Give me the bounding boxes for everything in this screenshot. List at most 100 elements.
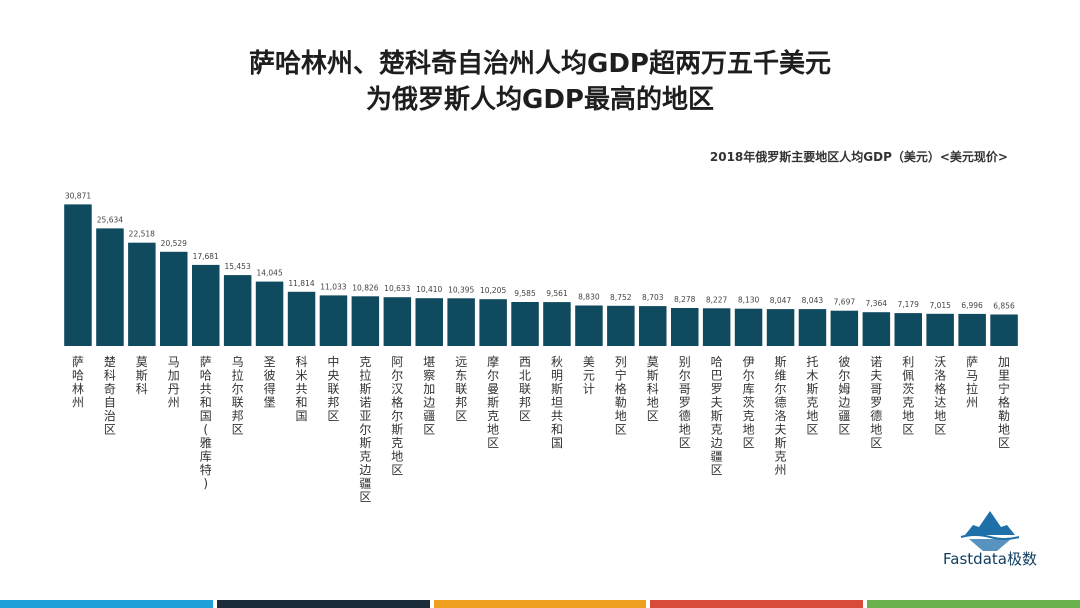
category-label: 马加丹州 <box>168 355 180 410</box>
category-label: 中央联邦区 <box>327 354 339 423</box>
bar <box>798 309 827 346</box>
bar <box>351 296 380 346</box>
page-title: 萨哈林州、楚科奇自治州人均GDP超两万五千美元 为俄罗斯人均GDP最高的地区 <box>0 46 1080 118</box>
bar <box>702 308 731 346</box>
bar <box>926 313 954 346</box>
bar <box>319 295 348 346</box>
data-label: 10,633 <box>384 284 410 293</box>
data-label: 7,015 <box>929 301 951 310</box>
category-label: 斯维尔德洛夫斯克州 <box>774 355 786 477</box>
iceberg-logo-icon <box>960 511 1020 551</box>
category-label: 楚科奇自治区 <box>104 355 116 437</box>
category-label: 托木斯克地区 <box>806 355 818 437</box>
data-label: 7,179 <box>897 300 919 309</box>
category-label: 莫斯科 <box>136 355 148 396</box>
title-line-2: 为俄罗斯人均GDP最高的地区 <box>366 85 714 115</box>
data-label: 15,453 <box>224 262 250 271</box>
bar <box>862 312 891 346</box>
data-label: 10,395 <box>448 285 474 294</box>
data-label: 20,529 <box>161 239 187 248</box>
bar <box>958 313 986 346</box>
data-label: 8,278 <box>674 295 696 304</box>
data-label: 30,871 <box>65 191 91 200</box>
bar <box>671 308 699 346</box>
data-label: 14,045 <box>256 269 282 278</box>
category-label: 诺夫哥罗德地区 <box>870 355 882 450</box>
data-label: 25,634 <box>97 215 123 224</box>
chart-title: 2018年俄罗斯主要地区人均GDP（美元）<美元现价> <box>709 150 1008 164</box>
data-label: 8,227 <box>706 295 728 304</box>
category-label: 莫斯科地区 <box>647 355 659 423</box>
category-label: 西北联邦区 <box>519 355 531 423</box>
data-label: 8,830 <box>578 293 600 302</box>
bar <box>64 204 92 346</box>
bar <box>128 242 156 346</box>
data-label: 8,752 <box>610 293 632 302</box>
category-label: 利佩茨克地区 <box>902 355 914 437</box>
data-label: 6,996 <box>961 301 983 310</box>
category-label: 萨哈共和国(雅库特) <box>200 355 212 491</box>
bar <box>255 281 284 346</box>
data-label: 9,561 <box>546 289 568 298</box>
data-label: 11,814 <box>288 279 314 288</box>
bar <box>415 298 443 346</box>
data-label: 8,047 <box>770 296 792 305</box>
data-label: 17,681 <box>193 252 219 261</box>
category-label: 彼尔姆边疆区 <box>838 355 850 437</box>
bar <box>287 291 316 346</box>
bar <box>543 302 571 346</box>
strip-segment <box>650 600 864 608</box>
category-label: 圣彼得堡 <box>264 355 276 410</box>
bottom-color-strip <box>0 600 1080 608</box>
bar <box>447 298 475 346</box>
bar <box>607 305 635 346</box>
category-label: 别尔哥罗德地区 <box>679 355 691 450</box>
data-label: 7,364 <box>866 299 888 308</box>
title-line-1: 萨哈林州、楚科奇自治州人均GDP超两万五千美元 <box>249 49 831 79</box>
bar <box>160 251 188 346</box>
category-label: 萨哈林州 <box>72 355 84 410</box>
data-label: 11,033 <box>320 282 346 291</box>
category-label: 列宁格勒地区 <box>615 355 627 437</box>
bar <box>766 309 795 346</box>
category-label: 摩尔曼斯克地区 <box>487 354 499 450</box>
data-label: 8,130 <box>738 296 760 305</box>
data-label: 10,205 <box>480 286 506 295</box>
strip-segment <box>867 600 1080 608</box>
strip-segment <box>433 600 647 608</box>
category-label: 哈巴罗夫斯克边疆区 <box>711 355 723 477</box>
bar <box>479 299 507 346</box>
bar <box>575 305 603 346</box>
bar <box>830 310 859 346</box>
data-label: 7,697 <box>834 298 856 307</box>
category-label: 加里宁格勒地区 <box>998 355 1010 450</box>
data-label: 8,043 <box>802 296 824 305</box>
category-label: 萨马拉州 <box>966 355 978 410</box>
strip-segment <box>216 600 430 608</box>
data-label: 9,585 <box>514 289 536 298</box>
category-label: 乌拉尔联邦区 <box>232 354 244 437</box>
category-label: 远东联邦区 <box>455 355 467 423</box>
category-label: 秋明斯坦共和国 <box>551 355 563 450</box>
category-label: 堪察加边疆区 <box>423 355 435 437</box>
bar <box>511 302 539 346</box>
category-label: 科米共和国 <box>295 355 307 423</box>
bar <box>383 297 412 346</box>
category-label: 伊尔库茨克地区 <box>743 355 755 450</box>
category-label: 克拉斯诺亚尔斯克边疆区 <box>359 355 371 504</box>
data-label: 8,703 <box>642 293 664 302</box>
data-label: 22,518 <box>129 230 155 239</box>
bar <box>734 308 763 346</box>
bar <box>223 275 252 346</box>
bar <box>894 313 922 346</box>
strip-segment <box>0 600 213 608</box>
bar <box>990 314 1018 346</box>
category-label: 阿尔汉格尔斯克地区 <box>391 355 403 477</box>
data-label: 10,826 <box>352 283 378 292</box>
data-label: 6,856 <box>993 302 1015 311</box>
bar <box>639 306 667 346</box>
bar <box>192 264 220 346</box>
category-label: 沃洛格达地区 <box>934 355 946 437</box>
logo-text: Fastdata极数 <box>943 550 1037 568</box>
